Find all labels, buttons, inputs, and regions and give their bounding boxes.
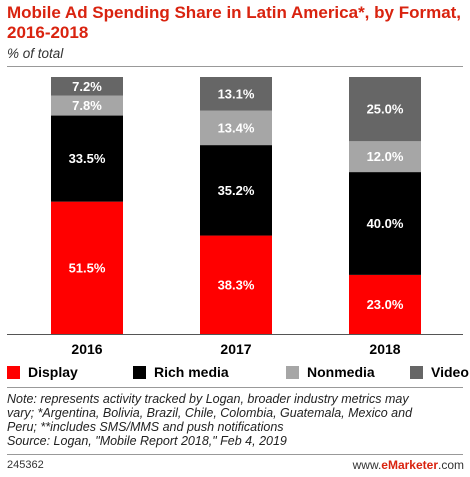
legend-swatch-nonmedia (286, 365, 299, 379)
legend: Display Rich media Nonmedia Video (7, 362, 469, 382)
chart-subtitle: % of total (7, 46, 64, 61)
bar-video-2017 (200, 77, 272, 111)
brand-suffix: .com (437, 458, 464, 472)
footer-divider (7, 454, 463, 455)
chart-id: 245362 (7, 459, 44, 471)
value-label-rich-media-2017: 35.2% (218, 183, 255, 198)
bar-display-2016 (51, 201, 123, 334)
legend-swatch-video (410, 365, 423, 379)
bar-nonmedia-2018 (349, 141, 421, 173)
value-label-video-2018: 25.0% (367, 102, 404, 117)
legend-item-nonmedia: Nonmedia (286, 362, 375, 382)
bar-nonmedia-2017 (200, 110, 272, 146)
brand-prefix: www. (352, 458, 382, 472)
bar-video-2018 (349, 77, 421, 142)
value-label-video-2016: 7.2% (72, 79, 102, 94)
emarketer-logo: www.eMarketer.com (353, 458, 464, 472)
top-divider (7, 66, 463, 67)
note-line-3: Peru; **includes SMS/MMS and push notifi… (7, 420, 284, 434)
bar-video-2016 (51, 77, 123, 96)
value-label-nonmedia-2016: 7.8% (72, 98, 102, 113)
note-divider (7, 387, 463, 388)
legend-item-video: Video (410, 362, 469, 382)
value-label-rich-media-2018: 40.0% (367, 216, 404, 231)
source-line: Source: Logan, "Mobile Report 2018," Feb… (7, 434, 287, 448)
value-label-nonmedia-2017: 13.4% (218, 120, 255, 135)
bar-rich-media-2017 (200, 145, 272, 236)
bar-rich-media-2018 (349, 172, 421, 275)
x-tick-label-2017: 2017 (220, 341, 251, 357)
value-label-video-2017: 13.1% (218, 86, 255, 101)
legend-label-display: Display (28, 364, 78, 380)
chart-note: Note: represents activity tracked by Log… (7, 392, 465, 448)
legend-swatch-rich-media (133, 365, 146, 379)
x-tick-label-2016: 2016 (71, 341, 102, 357)
legend-label-nonmedia: Nonmedia (307, 364, 375, 380)
note-line-2: vary; *Argentina, Bolivia, Brazil, Chile… (7, 406, 413, 420)
stacked-bar-chart: 51.5% 33.5% 7.8% 7.2% 2016 38.3% 35.2% 13.4% 13.… (7, 77, 463, 357)
bar-rich-media-2016 (51, 115, 123, 202)
legend-swatch-display (7, 365, 20, 379)
note-line-1: Note: represents activity tracked by Log… (7, 392, 409, 406)
value-label-rich-media-2016: 33.5% (69, 151, 106, 166)
legend-item-display: Display (7, 362, 78, 382)
legend-label-video: Video (431, 364, 469, 380)
brand-name: eMarketer (381, 458, 438, 472)
legend-label-rich-media: Rich media (154, 364, 229, 380)
value-label-display-2016: 51.5% (69, 260, 106, 275)
chart-title: Mobile Ad Spending Share in Latin Americ… (7, 3, 462, 42)
bar-display-2017 (200, 235, 272, 334)
value-label-nonmedia-2018: 12.0% (367, 149, 404, 164)
bar-nonmedia-2016 (51, 95, 123, 116)
legend-item-rich-media: Rich media (133, 362, 229, 382)
x-tick-label-2018: 2018 (369, 341, 400, 357)
bar-display-2018 (349, 274, 421, 334)
value-label-display-2018: 23.0% (367, 297, 404, 312)
value-label-display-2017: 38.3% (218, 277, 255, 292)
